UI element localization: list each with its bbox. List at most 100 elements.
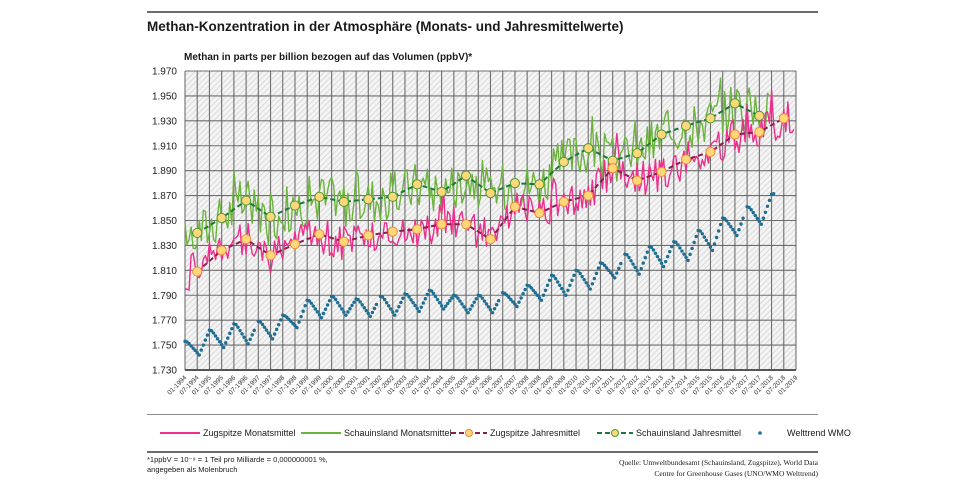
wmo-point: [641, 261, 645, 265]
wmo-point: [688, 252, 692, 257]
wmo-point: [393, 313, 397, 317]
wmo-point: [380, 295, 385, 299]
wmo-point: [529, 286, 533, 290]
methane-chart: 1.970 1.950 1.930 1.910 1.890 1.870 1.850 1.830…: [152, 67, 800, 397]
wmo-point: [352, 300, 356, 304]
annual-point: [509, 178, 521, 189]
annual-point: [338, 236, 349, 247]
wmo-point: [564, 293, 568, 297]
wmo-point: [755, 216, 760, 221]
wmo-point: [405, 292, 409, 297]
wmo-point: [496, 299, 501, 303]
annual-point: [632, 148, 643, 159]
wmo-point: [545, 283, 550, 287]
annual-point: [705, 113, 716, 124]
wmo-point: [645, 250, 650, 254]
wmo-point: [419, 305, 423, 309]
wmo-point: [236, 325, 240, 329]
source-line-2: Centre for Greenhouse Gases (UNO/WMO Wel…: [654, 469, 818, 478]
wmo-point: [301, 309, 305, 313]
wmo-point: [639, 266, 643, 271]
wmo-point: [751, 210, 755, 215]
wmo-point: [596, 266, 601, 270]
wmo-point: [370, 310, 375, 315]
wmo-point: [409, 298, 413, 302]
wmo-point: [484, 302, 489, 306]
wmo-point: [244, 338, 248, 343]
wmo-point: [633, 265, 637, 270]
wmo-point: [274, 327, 279, 332]
wmo-point: [725, 219, 729, 223]
annual-point: [460, 219, 472, 230]
wmo-point: [515, 304, 519, 309]
wmo-point: [692, 240, 696, 245]
legend-label: Zugspitze Jahresmittel: [490, 428, 581, 438]
wmo-point: [386, 304, 391, 308]
legend-item-wmo: Welttrend WMO: [756, 428, 851, 438]
annual-point: [265, 250, 276, 261]
annual-point: [558, 156, 569, 168]
wmo-point: [429, 289, 434, 293]
wmo-point: [248, 337, 252, 342]
wmo-point: [431, 291, 436, 296]
wmo-point: [572, 273, 576, 278]
annual-point: [460, 170, 472, 181]
wmo-point: [674, 240, 678, 245]
wmo-point: [706, 242, 711, 246]
wmo-point: [617, 266, 621, 271]
wmo-point: [478, 294, 483, 298]
wmo-point: [663, 259, 668, 264]
annual-point: [485, 187, 496, 199]
wmo-point: [374, 302, 379, 307]
wmo-point: [285, 315, 289, 319]
wmo-point: [659, 261, 664, 265]
wmo-point: [315, 310, 320, 314]
annual-point: [241, 195, 252, 206]
wmo-point: [558, 283, 562, 287]
wmo-point: [303, 304, 307, 308]
annual-point: [729, 98, 741, 109]
wmo-point: [272, 332, 277, 336]
annual-point: [583, 190, 594, 201]
wmo-point: [486, 305, 491, 309]
annual-point: [778, 113, 789, 124]
wmo-point: [615, 271, 619, 275]
wmo-point: [488, 308, 493, 312]
wmo-point: [716, 229, 721, 233]
y-tick-label: 1.830: [152, 241, 177, 252]
wmo-point: [325, 303, 330, 307]
series-schauinsland-jahresmittel: [192, 98, 765, 239]
wmo-point: [458, 299, 462, 303]
wmo-point: [556, 280, 560, 284]
wmo-point: [287, 317, 291, 322]
wmo-point: [372, 306, 377, 311]
wmo-point: [735, 233, 739, 238]
wmo-point: [289, 319, 293, 324]
wmo-point: [541, 293, 546, 297]
legend: Zugspitze Monatsmittel Schauinsland Mona…: [160, 428, 851, 442]
wmo-point: [336, 301, 340, 305]
wmo-point: [364, 308, 368, 313]
wmo-point: [694, 234, 698, 239]
wmo-point: [553, 276, 558, 281]
footnote: *1ppbV = 10⁻⁹ = 1 Teil pro Milliarde = 0…: [147, 455, 328, 475]
annual-point: [436, 219, 447, 230]
wmo-point: [264, 328, 269, 332]
wmo-point: [397, 305, 401, 309]
y-tick-label: 1.910: [152, 141, 177, 152]
dashed-line-circle-icon: [597, 429, 633, 437]
wmo-point: [307, 299, 311, 303]
wmo-point: [460, 302, 464, 306]
wmo-point: [425, 292, 430, 297]
wmo-point: [399, 300, 403, 305]
y-tick-label: 1.950: [152, 91, 177, 102]
wmo-point: [661, 264, 666, 269]
dashed-line-circle-icon: [451, 429, 487, 437]
wmo-point: [221, 345, 226, 350]
wmo-point: [189, 344, 193, 348]
wmo-point: [450, 296, 454, 300]
wmo-point: [543, 288, 548, 292]
wmo-point: [423, 297, 428, 301]
annual-point: [607, 163, 618, 174]
annual-point: [387, 226, 398, 237]
